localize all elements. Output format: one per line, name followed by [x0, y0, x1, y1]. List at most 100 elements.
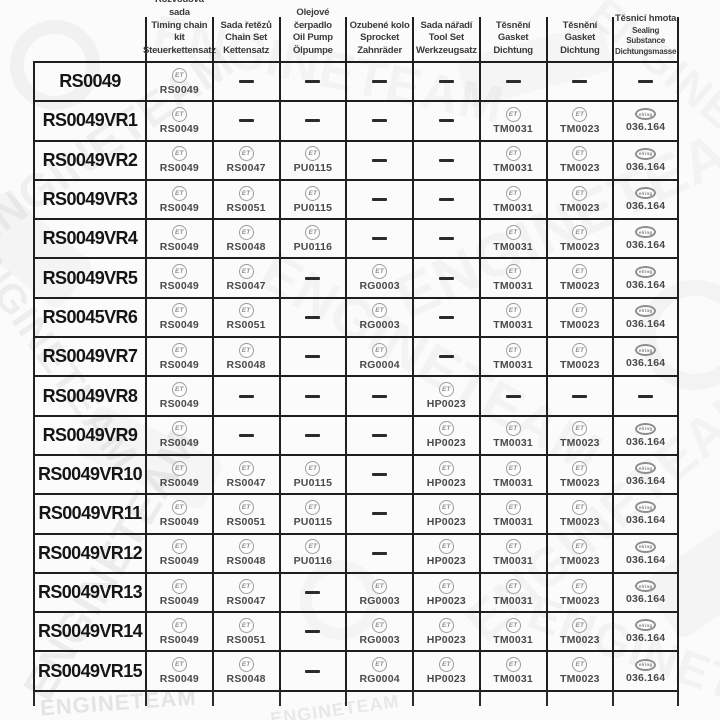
part-cell: ET TM0023: [545, 571, 613, 612]
part-number: 036.164: [625, 200, 666, 213]
et-logo-icon: ET: [505, 224, 521, 240]
part-number: PU0116: [293, 555, 333, 568]
et-logo-icon: ET: [171, 303, 187, 319]
et-logo-icon: ET: [505, 342, 521, 358]
icon-label: elring: [638, 544, 653, 550]
et-logo-icon: ET: [572, 342, 588, 358]
table-stub-cell: [612, 689, 679, 706]
icon-label: ET: [508, 228, 518, 236]
column-header: Těsnicí hmota Sealing Substance Dichtungsm…: [612, 13, 679, 61]
dash-icon: [638, 80, 654, 84]
column-header-line3: Werkzeugsatz: [415, 45, 477, 57]
et-logo-icon: ET: [505, 264, 521, 280]
icon-label: ET: [508, 150, 518, 158]
part-cell: elring 036.164: [612, 100, 679, 140]
part-cell: [211, 414, 279, 454]
icon-label: ET: [175, 228, 184, 236]
icon-label: ET: [175, 425, 184, 433]
part-number: RS0051: [226, 633, 266, 646]
part-cell: [412, 296, 479, 337]
et-logo-icon: ET: [238, 499, 254, 515]
icon-label: ET: [241, 543, 251, 551]
et-logo-icon: ET: [238, 303, 254, 319]
part-number: HP0023: [426, 437, 466, 450]
part-cell: [278, 336, 346, 376]
dash-icon: [572, 80, 588, 84]
part-cell: ET RG0003: [345, 296, 412, 337]
row-label: RS0049: [33, 61, 145, 101]
part-number: 036.164: [625, 475, 666, 488]
part-cell: ET RS0051: [211, 296, 279, 337]
et-logo-icon: ET: [305, 224, 321, 240]
dash-icon: [372, 551, 388, 555]
icon-label: ET: [175, 582, 184, 590]
part-cell: ET RG0004: [345, 650, 412, 690]
dash-icon: [372, 394, 388, 398]
et-logo-icon: ET: [438, 421, 454, 437]
et-logo-icon: ET: [238, 185, 254, 201]
dash-icon: [438, 198, 454, 202]
part-cell: [278, 650, 346, 690]
part-number: 036.164: [625, 632, 666, 645]
row-label: RS0049VR4: [33, 218, 145, 258]
icon-label: ET: [442, 386, 451, 394]
part-number: HP0023: [426, 476, 466, 489]
icon-label: ET: [508, 268, 518, 276]
et-logo-icon: ET: [238, 578, 254, 594]
dash-icon: [372, 80, 388, 84]
icon-label: ET: [175, 464, 184, 472]
icon-label: ET: [508, 543, 518, 551]
icon-label: ET: [241, 621, 251, 629]
column-header-line2: Chain Set: [225, 32, 268, 44]
part-number: RS0051: [226, 201, 266, 214]
dash-icon: [505, 80, 521, 84]
part-number: RS0047: [226, 594, 266, 607]
column-header-line3: Steuerkettensatz: [142, 45, 216, 57]
part-cell: [278, 611, 346, 651]
icon-label: ET: [508, 307, 518, 315]
et-logo-icon: ET: [171, 578, 187, 594]
part-number: RS0051: [226, 319, 266, 332]
dash-icon: [438, 315, 454, 319]
part-cell: ET RS0048: [211, 532, 279, 572]
part-number: TM0031: [493, 476, 533, 489]
part-cell: [412, 257, 479, 297]
part-cell: elring 036.164: [612, 453, 679, 494]
part-cell: [278, 61, 346, 101]
icon-label: ET: [241, 150, 251, 158]
part-cell: ET RS0049: [145, 218, 212, 258]
part-cell: [412, 61, 479, 101]
part-number: RS0049: [159, 555, 199, 568]
et-logo-icon: ET: [572, 499, 588, 515]
part-number: HP0023: [426, 515, 466, 528]
part-cell: ET TM0023: [545, 296, 613, 337]
part-number: TM0031: [493, 201, 533, 214]
part-cell: ET TM0031: [478, 650, 546, 690]
column-header-line3: Kettensatz: [223, 45, 270, 57]
part-cell: ET RS0049: [145, 375, 212, 415]
part-cell: [211, 100, 279, 140]
row-label: RS0049VR2: [33, 139, 145, 179]
part-number: TM0023: [560, 201, 600, 214]
icon-label: ET: [575, 543, 585, 551]
et-logo-icon: ET: [171, 421, 187, 437]
part-number: TM0031: [493, 555, 533, 568]
part-number: RS0049: [159, 122, 199, 135]
icon-label: ET: [508, 503, 518, 511]
icon-label: ET: [442, 543, 451, 551]
icon-label: ET: [575, 150, 585, 158]
part-number: 036.164: [625, 357, 666, 370]
part-number: TM0031: [493, 515, 533, 528]
part-number: RS0049: [159, 633, 199, 646]
dash-icon: [305, 630, 321, 634]
part-cell: ET TM0031: [478, 414, 546, 454]
icon-label: ET: [575, 661, 585, 669]
et-logo-icon: ET: [305, 539, 321, 555]
icon-label: ET: [241, 307, 251, 315]
part-cell: elring 036.164: [612, 218, 679, 258]
elring-logo-icon: elring: [635, 344, 657, 357]
part-number: TM0023: [560, 122, 600, 135]
et-logo-icon: ET: [171, 67, 187, 83]
dash-icon: [305, 276, 321, 280]
row-label: RS0049VR11: [33, 493, 145, 533]
